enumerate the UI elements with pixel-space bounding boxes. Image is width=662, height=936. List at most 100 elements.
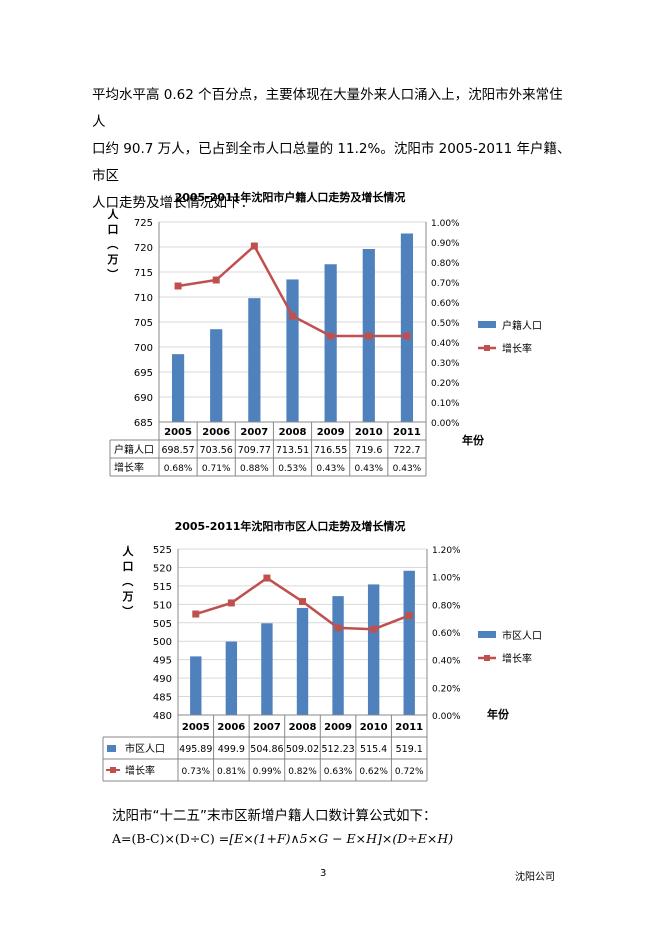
y2-tick-label: 1.00%	[432, 574, 461, 584]
y2-tick-label: 0.40%	[432, 657, 461, 667]
y2-tick-label: 0.60%	[432, 629, 461, 639]
y-tick-label: 695	[134, 368, 153, 379]
bar-data-label: 722.7	[393, 445, 420, 456]
y2-tick-label: 0.50%	[431, 319, 460, 329]
growth-rate-point-2005	[174, 282, 182, 290]
legend-line-marker	[484, 345, 490, 351]
bar-2009	[332, 596, 344, 715]
chart-title: 2005-2011年沈阳市户籍人口走势及增长情况	[175, 190, 406, 204]
bar-2006	[210, 329, 223, 422]
x-tick-label: 2010	[360, 722, 388, 733]
bar-data-label: 509.02	[286, 744, 319, 755]
x-tick-label: 2006	[217, 722, 245, 733]
legend-bar-swatch	[478, 321, 496, 328]
y-axis-label-char: 人	[108, 207, 120, 221]
x-tick-label: 2011	[393, 427, 421, 438]
x-tick-label: 2010	[355, 427, 383, 438]
y-axis-label-char: 口	[123, 560, 134, 573]
bar-data-label: 519.1	[396, 744, 423, 755]
y2-tick-label: 0.30%	[431, 359, 460, 369]
legend-line-label: 增长率	[502, 342, 532, 355]
x-axis-label: 年份	[462, 433, 485, 447]
bar-data-label: 719.6	[355, 445, 382, 456]
y-tick-label: 715	[134, 268, 153, 279]
y-axis-label-char: 口	[108, 223, 119, 236]
x-tick-label: 2008	[279, 427, 307, 438]
growth-rate-point-2010	[370, 625, 378, 633]
y2-tick-label: 0.80%	[431, 259, 460, 269]
legend-bar-label: 户籍人口	[502, 319, 542, 332]
table-row-header-rate: 增长率	[114, 461, 144, 474]
growth-rate-point-2006	[227, 599, 235, 607]
y-axis-label-char: 人	[123, 544, 135, 558]
rate-data-label: 0.62%	[359, 767, 388, 777]
growth-rate-point-2006	[212, 276, 220, 284]
formula-label: 沈阳市“十二五”末市区新增户籍人口数计算公式如下：	[112, 808, 437, 824]
bar-2009	[324, 264, 337, 422]
y2-tick-label: 0.20%	[432, 684, 461, 694]
y2-tick-label: 0.20%	[431, 379, 460, 389]
rate-data-label: 0.68%	[164, 464, 193, 474]
bar-2008	[286, 279, 299, 422]
y-tick-label: 720	[134, 243, 153, 254]
formula-rhs: =[E×(1+F)∧5×G − E×H]×(D÷E×H)	[218, 831, 454, 846]
bar-2011	[400, 233, 414, 422]
growth-rate-point-2008	[299, 598, 306, 606]
x-tick-label: 2011	[395, 722, 423, 733]
legend-line-label: 增长率	[502, 652, 532, 665]
y-tick-label: 710	[134, 293, 153, 304]
bar-2007	[248, 298, 261, 422]
growth-rate-point-2011	[405, 611, 413, 619]
company-name: 沈阳公司	[515, 872, 555, 883]
chart-title: 2005-2011年沈阳市市区人口走势及增长情况	[175, 519, 406, 533]
intro-line-1: 平均水平高 0.62 个百分点，主要体现在大量外来人口涌入上，沈阳市外来常住人	[92, 87, 563, 130]
x-tick-label: 2007	[240, 427, 268, 438]
y-tick-label: 490	[153, 674, 172, 685]
y-tick-label: 495	[153, 656, 172, 667]
table-row-header-bars: 市区人口	[125, 742, 165, 755]
bar-2008	[296, 607, 309, 715]
y2-tick-label: 0.00%	[432, 712, 461, 722]
x-axis-label: 年份	[487, 707, 510, 721]
y-tick-label: 525	[153, 545, 172, 556]
bar-data-label: 512.23	[321, 744, 354, 755]
x-tick-label: 2009	[324, 722, 352, 733]
y-axis-label-char: ）	[106, 269, 119, 280]
bar-data-label: 499.9	[218, 744, 245, 755]
y2-tick-label: 1.20%	[432, 546, 461, 556]
y-axis-label-char: 万	[122, 590, 134, 603]
bar-data-label: 713.51	[276, 445, 309, 456]
growth-rate-point-2008	[289, 312, 296, 320]
bar-data-label: 698.57	[161, 445, 194, 456]
rate-data-label: 0.73%	[181, 767, 210, 777]
y-axis-label-char: ）	[121, 606, 134, 617]
x-tick-label: 2008	[289, 722, 317, 733]
y2-tick-label: 0.10%	[431, 399, 460, 409]
y-axis-label-char: （	[121, 576, 134, 587]
bar-2005	[190, 656, 202, 715]
y2-tick-label: 1.00%	[431, 219, 460, 229]
y-tick-label: 515	[153, 582, 172, 593]
bar-data-label: 495.89	[179, 744, 212, 755]
bar-data-label: 709.77	[238, 445, 271, 456]
y-axis-label-char: （	[106, 239, 119, 250]
formula-lhs: A=(B-C)×(D÷C)	[112, 831, 215, 846]
rate-data-label: 0.88%	[240, 464, 269, 474]
y2-tick-label: 0.70%	[431, 279, 460, 289]
growth-rate-point-2011	[403, 332, 411, 340]
x-tick-label: 2009	[317, 427, 345, 438]
rate-data-label: 0.81%	[217, 767, 246, 777]
y-tick-label: 705	[134, 318, 153, 329]
bar-data-label: 515.4	[360, 744, 387, 755]
legend-bar-swatch	[478, 631, 496, 638]
rate-data-label: 0.53%	[278, 464, 307, 474]
y2-tick-label: 0.60%	[431, 299, 460, 309]
y-tick-label: 480	[153, 711, 172, 722]
growth-rate-point-2009	[334, 624, 342, 632]
y2-tick-label: 0.00%	[431, 419, 460, 429]
y-tick-label: 725	[134, 218, 153, 229]
rate-data-label: 0.43%	[393, 464, 422, 474]
bar-data-label: 716.55	[314, 445, 347, 456]
rate-data-label: 0.82%	[288, 767, 317, 777]
